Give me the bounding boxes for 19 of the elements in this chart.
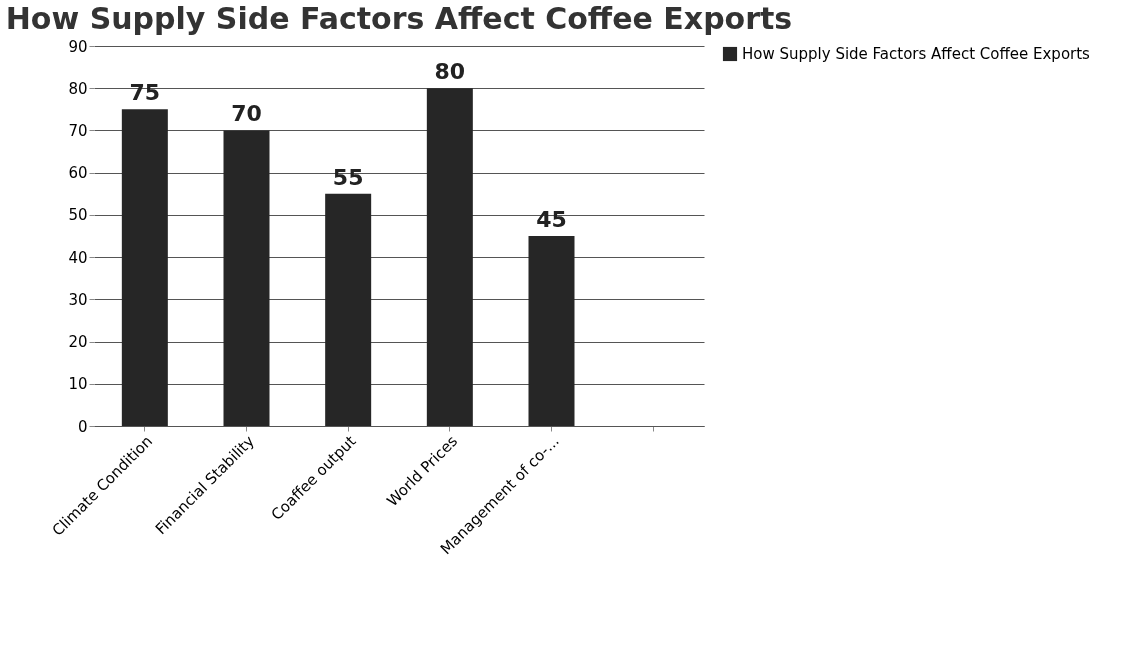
- bar: [325, 193, 372, 426]
- bar: [223, 130, 270, 426]
- bar: [426, 88, 473, 426]
- y-tick-label: 40: [68, 248, 88, 267]
- y-tick-label: 10: [68, 375, 88, 394]
- y-tick-label: 80: [68, 79, 88, 98]
- y-tick-label: 50: [68, 206, 88, 225]
- y-tick-label: 60: [68, 164, 88, 183]
- bar: [121, 109, 168, 426]
- bar: [528, 236, 575, 426]
- chart-title: How Supply Side Factors Affect Coffee Exports: [5, 1, 793, 36]
- legend-label: How Supply Side Factors Affect Coffee Exports: [742, 45, 1091, 63]
- y-tick-label: 30: [68, 290, 88, 309]
- data-label: 70: [231, 101, 262, 127]
- data-label: 80: [434, 59, 466, 85]
- y-tick-label: 70: [68, 121, 88, 140]
- y-tick-label: 20: [68, 333, 88, 352]
- y-tick-label: 90: [68, 37, 88, 56]
- y-tick-label: 0: [77, 417, 88, 436]
